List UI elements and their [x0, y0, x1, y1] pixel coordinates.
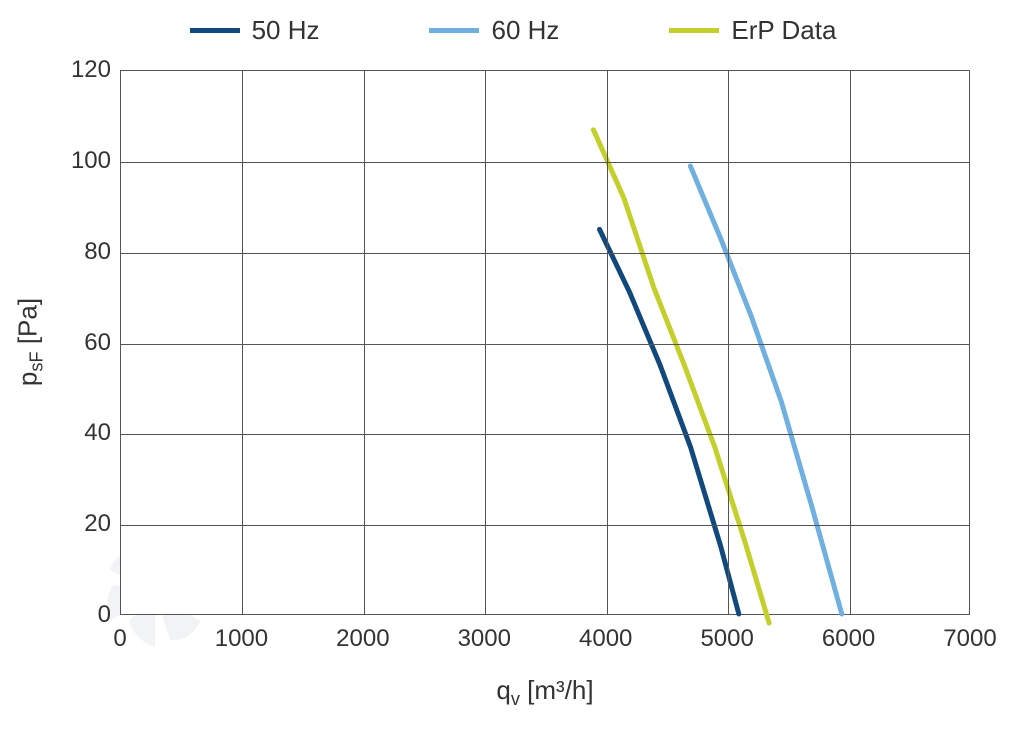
chart-legend: 50 Hz 60 Hz ErP Data [0, 15, 1026, 46]
legend-item-50hz: 50 Hz [190, 15, 320, 46]
x-tick-label: 5000 [700, 625, 753, 653]
legend-swatch-erp [669, 28, 719, 33]
x-tick-label: 6000 [822, 625, 875, 653]
y-tick-label: 0 [51, 601, 111, 629]
x-tick-label: 0 [113, 625, 126, 653]
grid-line-vertical [607, 71, 608, 614]
y-tick-label: 60 [51, 329, 111, 357]
grid-line-horizontal [121, 525, 969, 526]
series-line [593, 130, 769, 623]
x-tick-label: 3000 [458, 625, 511, 653]
chart-series-svg [121, 71, 969, 614]
x-axis-title-text: qv [m³/h] [496, 675, 593, 705]
series-line [690, 166, 841, 614]
y-axis-title-text: psF [Pa] [12, 298, 42, 386]
grid-line-horizontal [121, 434, 969, 435]
plot-area [120, 70, 970, 615]
x-tick-label: 2000 [336, 625, 389, 653]
y-tick-label: 80 [51, 238, 111, 266]
chart-container: 50 Hz 60 Hz ErP Data VENTEL psF [Pa] qv … [0, 0, 1026, 729]
legend-swatch-50hz [190, 28, 240, 33]
x-axis-title: qv [m³/h] [496, 675, 593, 710]
legend-item-60hz: 60 Hz [429, 15, 559, 46]
grid-line-vertical [242, 71, 243, 614]
grid-line-horizontal [121, 253, 969, 254]
x-tick-label: 7000 [943, 625, 996, 653]
grid-line-vertical [364, 71, 365, 614]
y-tick-label: 120 [51, 56, 111, 84]
legend-label: 50 Hz [252, 15, 320, 46]
legend-label: 60 Hz [491, 15, 559, 46]
x-tick-label: 4000 [579, 625, 632, 653]
legend-label: ErP Data [731, 15, 836, 46]
grid-line-horizontal [121, 344, 969, 345]
x-tick-label: 1000 [215, 625, 268, 653]
series-line [600, 229, 739, 614]
grid-line-vertical [728, 71, 729, 614]
grid-line-vertical [485, 71, 486, 614]
y-tick-label: 40 [51, 419, 111, 447]
legend-item-erp: ErP Data [669, 15, 836, 46]
legend-swatch-60hz [429, 28, 479, 33]
grid-line-horizontal [121, 162, 969, 163]
y-tick-label: 20 [51, 510, 111, 538]
grid-line-vertical [850, 71, 851, 614]
y-tick-label: 100 [51, 147, 111, 175]
y-axis-title: psF [Pa] [12, 298, 47, 386]
